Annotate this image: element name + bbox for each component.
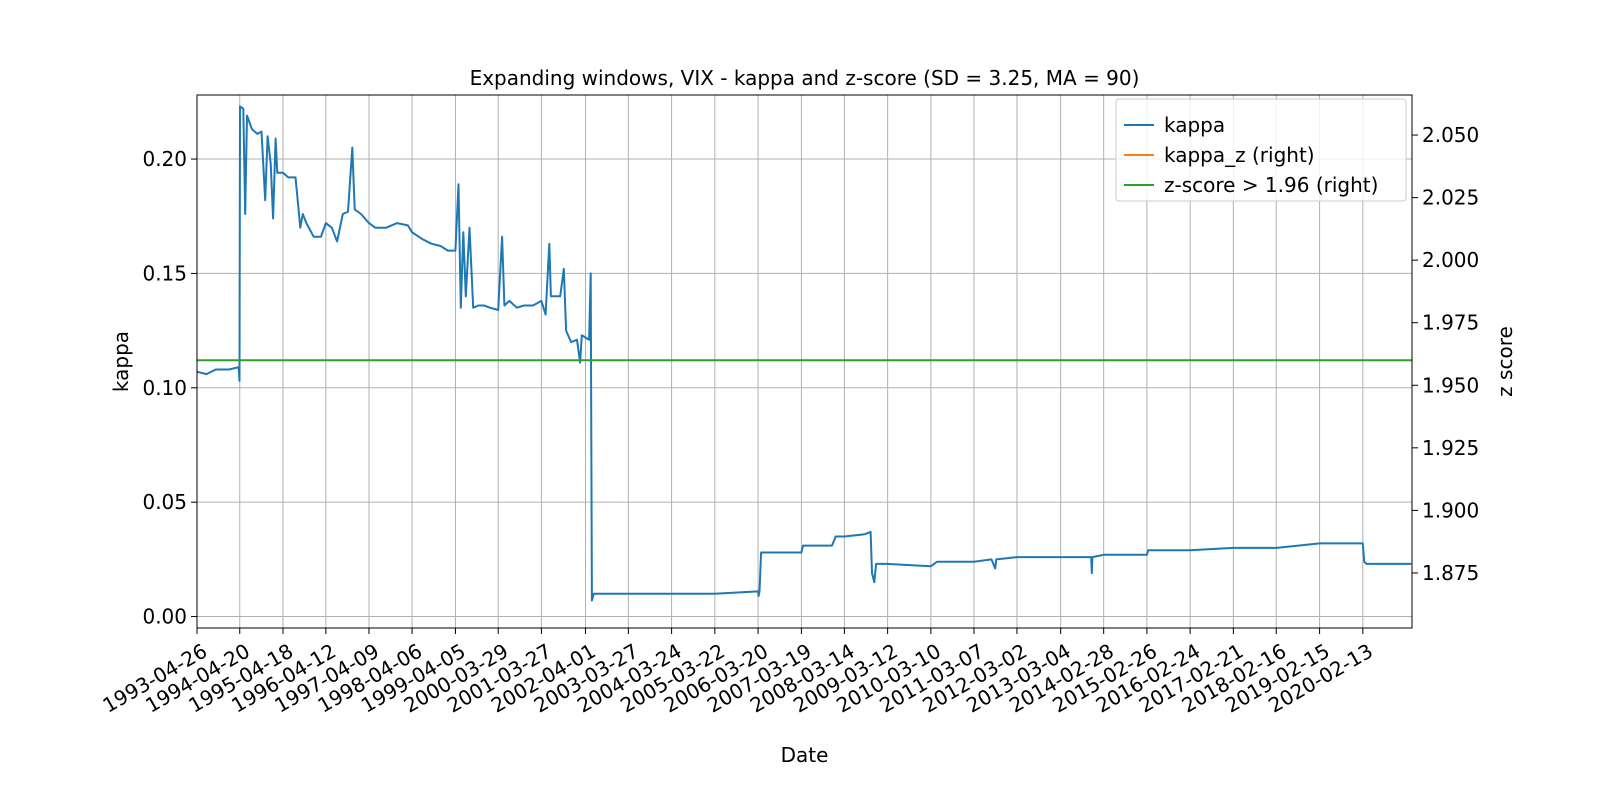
y-tick-label: 0.05 [142,490,187,514]
y-axis-label: kappa [109,331,133,392]
y-axis-ticks: 0.00 0.05 0.10 0.15 0.20 [142,147,197,629]
legend-label-z-threshold: z-score > 1.96 (right) [1164,173,1378,197]
legend: kappa kappa_z (right) z-score > 1.96 (ri… [1115,98,1407,202]
x-axis-label: Date [781,743,829,767]
y2-tick-label: 2.025 [1422,186,1479,210]
legend-label-kappa-z: kappa_z (right) [1164,143,1315,167]
y2-axis-label: z score [1493,326,1517,397]
legend-box [1115,98,1407,202]
legend-label-kappa: kappa [1164,113,1225,137]
y2-tick-label: 2.050 [1422,123,1479,147]
y2-tick-label: 1.950 [1422,373,1479,397]
plot-frame [196,94,1413,629]
y2-tick-label: 1.900 [1422,498,1479,522]
chart-title: Expanding windows, VIX - kappa and z-sco… [470,66,1140,90]
y-tick-label: 0.15 [142,261,187,285]
series-line-kappa [196,105,1412,602]
y2-tick-label: 2.000 [1422,248,1479,272]
y2-tick-label: 1.925 [1422,436,1479,460]
y-tick-label: 0.20 [142,147,187,171]
y-tick-label: 0.00 [142,605,187,629]
grid-lines [196,95,1412,628]
y-tick-label: 0.10 [142,376,187,400]
y2-axis-ticks: 1.875 1.900 1.925 1.950 1.975 2.000 2.025 2.050 [1412,123,1479,585]
y2-tick-label: 1.975 [1422,311,1479,335]
y2-tick-label: 1.875 [1422,561,1479,585]
series-layer [196,105,1412,602]
x-axis-ticks: 1993-04-261994-04-201995-04-181996-04-12… [98,628,1377,718]
